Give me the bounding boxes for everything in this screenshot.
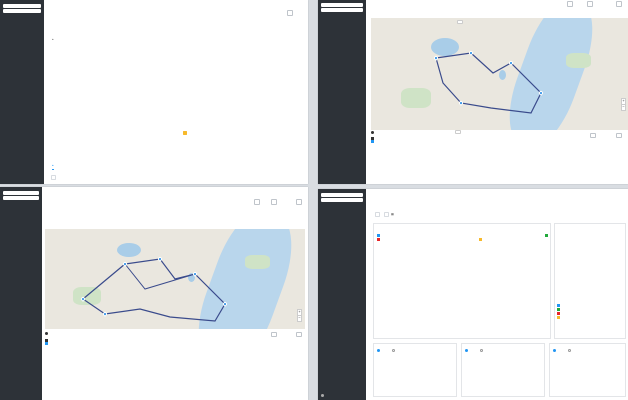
export-pdf-button-c[interactable] — [271, 199, 277, 205]
stop-points-card — [554, 223, 626, 339]
tab-address-tracking[interactable]: ● — [52, 38, 54, 41]
route-path — [435, 52, 542, 114]
end-date-input[interactable] — [384, 212, 389, 217]
back-button-b[interactable] — [567, 1, 573, 7]
org-select-c[interactable] — [3, 191, 39, 195]
pie-chart — [557, 238, 625, 298]
radio-truck-3[interactable] — [567, 349, 572, 352]
search-input-b[interactable] — [321, 8, 363, 12]
pagination — [48, 175, 62, 180]
address-tabs-2: ● — [48, 164, 58, 170]
org-select[interactable] — [3, 4, 41, 8]
brand-logo — [0, 0, 44, 3]
address-tabs-1: ● — [48, 38, 58, 43]
sidebar-b — [318, 0, 366, 184]
zoom-out-button[interactable]: − — [621, 104, 626, 111]
timeline — [416, 140, 626, 180]
user-menu[interactable] — [321, 393, 325, 397]
stop-points-per-shipper-card — [373, 223, 551, 339]
sidebar-c — [0, 187, 42, 400]
edit-button-c[interactable] — [296, 199, 302, 205]
driver-info-c — [45, 332, 57, 346]
map-tracking-panel-a: + − — [318, 0, 628, 184]
card-title — [374, 224, 550, 228]
interval-select-c[interactable] — [271, 332, 277, 337]
sidebar — [0, 0, 44, 184]
zoom-out-button-c[interactable]: − — [297, 315, 302, 322]
search-input[interactable] — [3, 9, 41, 13]
delivery-report-panel: ▦ — [318, 189, 628, 400]
radio-truck[interactable] — [391, 349, 396, 352]
stop-popup-1 — [457, 20, 463, 24]
map-view-c[interactable]: + − — [45, 229, 305, 329]
pager[interactable] — [51, 175, 56, 180]
speed-card — [549, 343, 626, 397]
pie-legend — [557, 304, 561, 320]
back-button[interactable] — [287, 10, 293, 16]
stop-popup-2 — [455, 130, 461, 134]
back-button-c[interactable] — [254, 199, 260, 205]
pie-card-title — [555, 224, 625, 228]
driver-info-a — [371, 131, 383, 144]
map-tracking-panel-b: + − — [0, 187, 308, 400]
radio-van-3[interactable] — [553, 349, 557, 352]
bar-legend — [377, 234, 549, 242]
sidebar-d — [318, 189, 366, 400]
start-date-input[interactable] — [375, 212, 380, 217]
hide-button-c[interactable] — [296, 332, 302, 337]
group-tabs — [371, 11, 375, 14]
brand-logo-c — [0, 187, 42, 190]
group-tabs-c — [45, 209, 49, 212]
org-select-b[interactable] — [321, 3, 363, 7]
brand-logo-d — [318, 189, 366, 192]
date-range: ▦ — [373, 212, 394, 217]
map-view[interactable]: + − — [371, 18, 628, 130]
search-input-d[interactable] — [321, 198, 363, 202]
avg-unloading-card — [373, 343, 457, 397]
export-pdf-button[interactable] — [587, 1, 593, 7]
search-input-c[interactable] — [3, 196, 39, 200]
edit-button[interactable] — [616, 1, 622, 7]
radio-truck-2[interactable] — [479, 349, 484, 352]
tab-address-tracking-2[interactable]: ● — [52, 164, 54, 170]
timeline-c — [93, 339, 305, 389]
interval-select[interactable] — [590, 133, 596, 138]
radio-van-2[interactable] — [465, 349, 469, 352]
avg-loading-card — [461, 343, 545, 397]
customer-details-panel: ● ● — [0, 0, 308, 184]
radio-van[interactable] — [377, 349, 381, 352]
route-path-c — [82, 258, 226, 322]
lock-icon[interactable] — [183, 131, 187, 135]
org-select-d[interactable] — [321, 193, 363, 197]
stacked-bar-chart — [378, 250, 548, 336]
hide-button[interactable] — [616, 133, 622, 138]
calendar-icon[interactable]: ▦ — [391, 212, 394, 217]
